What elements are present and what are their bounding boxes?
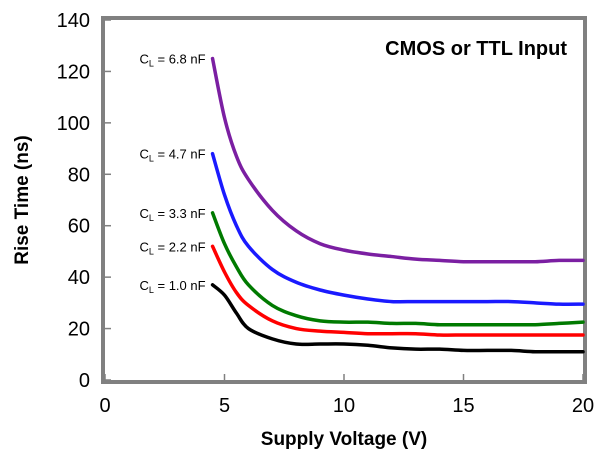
series-label: CL = 6.8 nF	[139, 52, 205, 69]
x-tick-label: 15	[452, 395, 474, 417]
axis-ticks: 0 20 40 60 80 100 120 140 0 5 10 15 20	[57, 10, 595, 417]
series-labels: CL = 6.8 nF CL = 4.7 nF CL = 3.3 nF CL = 2.…	[139, 52, 205, 295]
series-line	[210, 283, 585, 354]
series-label: CL = 1.0 nF	[139, 278, 205, 295]
series-label: CL = 2.2 nF	[139, 239, 205, 256]
x-tick-label: 10	[333, 395, 355, 417]
series-line	[210, 56, 585, 264]
series-label: CL = 3.3 nF	[139, 206, 205, 223]
y-tick-label: 140	[57, 10, 90, 32]
x-tick-label: 0	[99, 395, 110, 417]
series-label: CL = 4.7 nF	[139, 147, 205, 164]
series-line	[210, 151, 585, 306]
series-line	[210, 211, 585, 327]
y-tick-label: 0	[79, 370, 90, 392]
y-tick-label: 40	[68, 267, 90, 289]
series-lines	[210, 56, 585, 354]
chart-annotation: CMOS or TTL Input	[385, 38, 567, 60]
y-tick-label: 20	[68, 319, 90, 341]
x-tick-label: 20	[572, 395, 594, 417]
x-axis-title: Supply Voltage (V)	[261, 429, 427, 450]
y-tick-label: 80	[68, 164, 90, 186]
y-axis-title: Rise Time (ns)	[12, 135, 33, 265]
y-tick-label: 120	[57, 61, 90, 83]
y-tick-label: 60	[68, 216, 90, 238]
x-tick-label: 5	[219, 395, 230, 417]
plot-area-frame	[101, 16, 587, 384]
y-tick-label: 100	[57, 113, 90, 135]
series-line	[210, 244, 585, 337]
